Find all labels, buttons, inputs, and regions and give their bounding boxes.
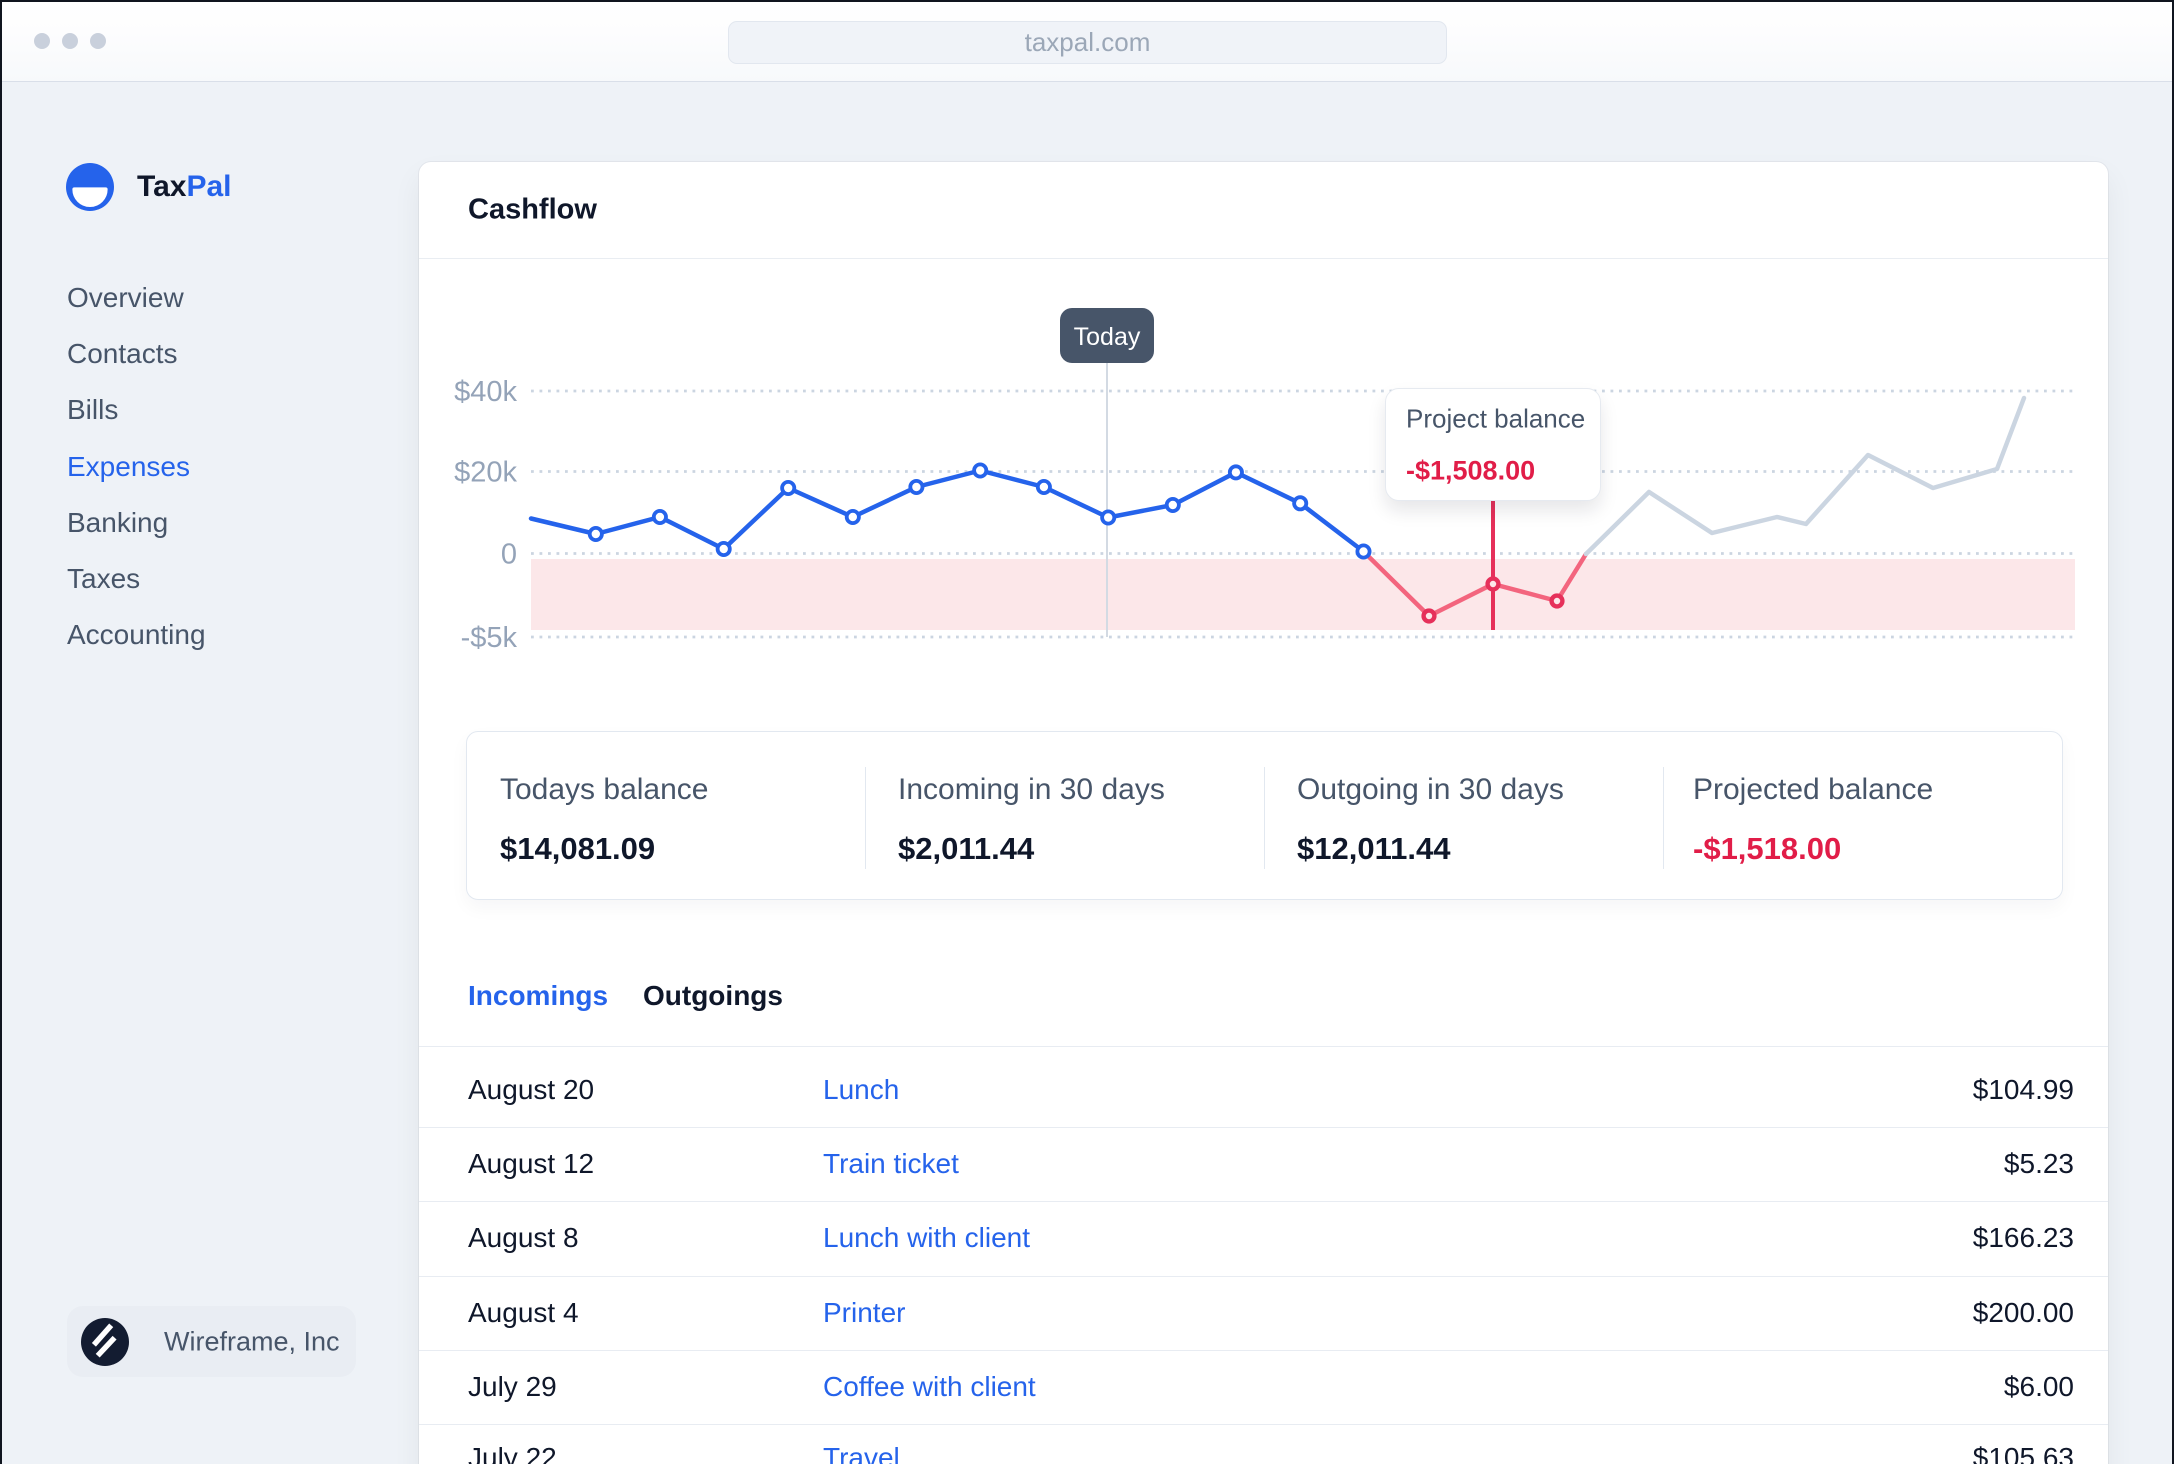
svg-text:-$5k: -$5k [461, 622, 518, 654]
svg-text:$20k: $20k [454, 457, 517, 489]
svg-text:$40k: $40k [454, 376, 517, 408]
svg-text:Today: Today [1074, 323, 1141, 351]
svg-text:0: 0 [501, 539, 517, 571]
